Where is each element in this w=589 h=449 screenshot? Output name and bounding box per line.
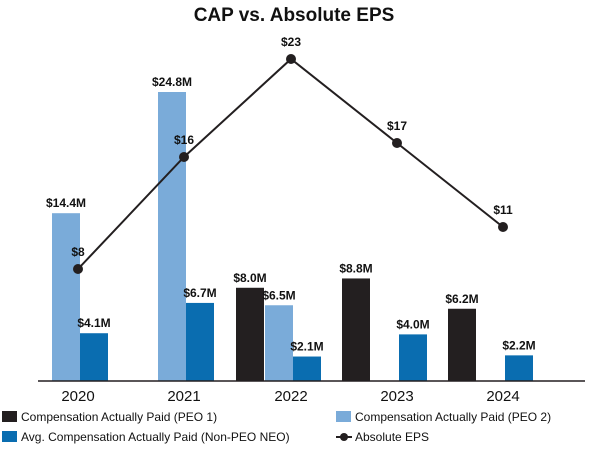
legend: Compensation Actually Paid (PEO 1) Compen…	[2, 410, 551, 444]
eps-point-2020	[73, 264, 83, 274]
bars-layer: $8.0M $8.8M $6.2M $14.4M $24.8M $6.5M $4.1M $6.…	[46, 75, 536, 381]
eps-point-2021	[179, 152, 189, 162]
eps-point-2022	[286, 54, 296, 64]
bar-compensation-actually-paid-peo-1-2022	[236, 287, 264, 381]
eps-value-label: $23	[281, 35, 301, 49]
legend-swatch	[2, 411, 17, 422]
bar-value-label: $2.1M	[290, 340, 323, 354]
bar-avg-compensation-actually-paid-non-peo-neo-2024	[505, 355, 533, 381]
bar-value-label: $14.4M	[46, 196, 86, 210]
bar-compensation-actually-paid-peo-1-2024	[448, 308, 476, 381]
bar-compensation-actually-paid-peo-2-2021	[158, 92, 186, 381]
x-tick-label: 2022	[274, 388, 307, 405]
bar-avg-compensation-actually-paid-non-peo-neo-2020	[80, 333, 108, 381]
bar-value-label: $4.0M	[396, 317, 429, 331]
bar-avg-compensation-actually-paid-non-peo-neo-2023	[399, 334, 427, 381]
legend-marker	[340, 433, 348, 441]
bar-avg-compensation-actually-paid-non-peo-neo-2021	[186, 302, 214, 381]
bar-value-label: $2.2M	[502, 338, 535, 352]
eps-line	[77, 57, 504, 270]
legend-swatch	[336, 411, 351, 422]
x-tick-label: 2021	[167, 388, 200, 405]
bar-value-label: $8.8M	[339, 261, 372, 275]
bar-compensation-actually-paid-peo-2-2022	[265, 305, 293, 381]
x-axis-ticks: 2020 2021 2022 2023 2024	[61, 388, 519, 405]
bar-compensation-actually-paid-peo-2-2020	[52, 213, 80, 381]
eps-line-layer: $8 $16 $23 $17 $11	[71, 35, 513, 274]
eps-point-2024	[498, 222, 508, 232]
legend-item-avg-compensation-actually-paid-non-peo-neo: Avg. Compensation Actually Paid (Non-PEO…	[2, 430, 290, 444]
legend-item-compensation-actually-paid-peo-2: Compensation Actually Paid (PEO 2)	[336, 410, 551, 424]
bar-value-label: $6.7M	[183, 286, 216, 300]
bar-value-label: $8.0M	[233, 271, 266, 285]
bar-value-label: $4.1M	[77, 316, 110, 330]
legend-item-absolute-eps: Absolute EPS	[336, 430, 429, 444]
bar-compensation-actually-paid-peo-1-2023	[342, 278, 370, 381]
eps-value-label: $8	[71, 245, 85, 259]
legend-swatch	[2, 431, 17, 442]
bar-value-label: $6.5M	[262, 288, 295, 302]
x-tick-label: 2023	[380, 388, 413, 405]
chart-title: CAP vs. Absolute EPS	[194, 5, 395, 26]
eps-value-label: $11	[493, 203, 513, 217]
eps-point-2023	[392, 138, 402, 148]
eps-value-label: $16	[174, 133, 194, 147]
legend-label: Avg. Compensation Actually Paid (Non-PEO…	[21, 430, 290, 444]
legend-label: Compensation Actually Paid (PEO 2)	[355, 410, 551, 424]
eps-value-label: $17	[387, 119, 407, 133]
legend-label: Compensation Actually Paid (PEO 1)	[21, 410, 217, 424]
bar-value-label: $6.2M	[445, 292, 478, 306]
bar-value-label: $24.8M	[152, 75, 192, 89]
bar-avg-compensation-actually-paid-non-peo-neo-2022	[293, 356, 321, 381]
legend-item-compensation-actually-paid-peo-1: Compensation Actually Paid (PEO 1)	[2, 410, 217, 424]
legend-label: Absolute EPS	[355, 430, 429, 444]
x-tick-label: 2020	[61, 388, 94, 405]
x-tick-label: 2024	[486, 388, 519, 405]
